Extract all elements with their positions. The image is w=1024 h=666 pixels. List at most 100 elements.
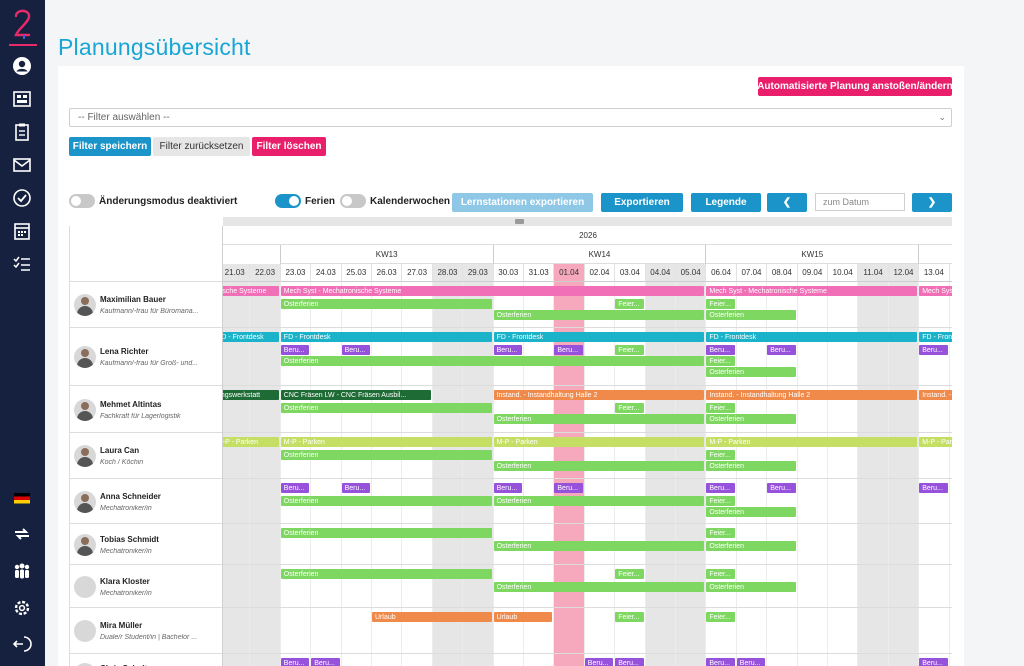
person-row[interactable]: Mehmet Altintas Fachkraft für Lagerlogist…: [70, 386, 222, 433]
plan-bar-beru[interactable]: Beru...: [311, 658, 340, 666]
person-row[interactable]: Tobias Schmidt Mechatroniker/in: [70, 524, 222, 565]
plan-bar-beru[interactable]: Beru...: [584, 658, 614, 666]
plan-bar-park[interactable]: M-P - Parken: [706, 437, 918, 447]
day-column[interactable]: [918, 282, 948, 666]
day-column[interactable]: [310, 282, 340, 666]
dashboard-icon[interactable]: [10, 87, 34, 111]
calendar-icon[interactable]: [10, 219, 34, 243]
plan-bar-beru[interactable]: Beru...: [919, 345, 948, 355]
filter-delete-button[interactable]: Filter löschen: [252, 137, 326, 156]
day-column[interactable]: [705, 282, 735, 666]
plan-bar-feier[interactable]: Feier...: [615, 612, 644, 622]
plan-bar-mech[interactable]: nische Systeme: [213, 286, 279, 296]
plan-bar-mech[interactable]: Mech Syst - Mechatronische Systeme: [280, 286, 705, 296]
plan-bar-urlaub[interactable]: Urlaub: [372, 612, 492, 622]
horizontal-scrollbar[interactable]: [223, 217, 952, 226]
plan-bar-oster[interactable]: Osterferien: [706, 507, 796, 517]
plan-bar-oster[interactable]: Osterferien: [706, 541, 796, 551]
plan-bar-mech[interactable]: Mech Syst: [919, 286, 952, 296]
plan-bar-feier[interactable]: Feier...: [706, 356, 735, 366]
plan-bar-oster[interactable]: Osterferien: [280, 450, 492, 460]
plan-bar-feier[interactable]: Feier...: [706, 403, 735, 413]
plan-bar-beru[interactable]: Beru...: [615, 658, 644, 666]
logout-icon[interactable]: [10, 632, 34, 656]
plan-bar-park[interactable]: M-P - Parken: [213, 437, 279, 447]
plan-bar-inst[interactable]: Instand. - Instandhaltung Halle 2: [493, 390, 705, 400]
plan-bar-beru[interactable]: Beru...: [493, 483, 522, 493]
plan-bar-feier[interactable]: Feier...: [615, 299, 644, 309]
checklist-icon[interactable]: [10, 252, 34, 276]
plan-bar-oster[interactable]: Osterferien: [493, 541, 705, 551]
check-circle-icon[interactable]: [10, 186, 34, 210]
person-row[interactable]: Anna Schneider Mechatroniker/in: [70, 479, 222, 524]
day-column[interactable]: [431, 282, 463, 666]
filter-reset-button[interactable]: Filter zurücksetzen: [153, 137, 250, 156]
person-row[interactable]: Lena Richter Kaufmann/-frau für Groß- und…: [70, 328, 222, 386]
day-column[interactable]: [523, 282, 553, 666]
person-row[interactable]: Chris Schultz: [70, 654, 222, 666]
plan-bar-beru[interactable]: Beru...: [280, 658, 310, 666]
settings-icon[interactable]: [10, 596, 34, 620]
day-column[interactable]: [340, 282, 371, 666]
plan-bar-oster[interactable]: Osterferien: [706, 367, 796, 377]
plan-bar-mech[interactable]: Mech Syst - Mechatronische Systeme: [706, 286, 918, 296]
plan-bar-beru[interactable]: Beru...: [341, 483, 370, 493]
plan-bar-feier[interactable]: Feier...: [706, 612, 735, 622]
plan-bar-beru[interactable]: Beru...: [706, 483, 735, 493]
plan-bar-inst[interactable]: Instand. - Instandhaltung Halle 2: [706, 390, 918, 400]
plan-bar-beru[interactable]: Beru...: [706, 658, 735, 666]
plan-bar-feier[interactable]: Feier...: [615, 403, 644, 413]
prev-button[interactable]: ❮: [767, 193, 807, 212]
filter-select[interactable]: -- Filter auswählen -- ⌄: [69, 108, 952, 127]
plan-bar-oster[interactable]: Osterferien: [706, 461, 796, 471]
plan-bar-park[interactable]: M-P - Parken: [493, 437, 705, 447]
plan-bar-fd[interactable]: FD - Frontdesk: [213, 332, 279, 342]
day-column[interactable]: [948, 282, 952, 666]
day-column[interactable]: [462, 282, 493, 666]
day-column[interactable]: [766, 282, 796, 666]
calendar-weeks-toggle[interactable]: [340, 194, 366, 208]
plan-bar-park[interactable]: M-P - Parken: [280, 437, 492, 447]
plan-bar-oster[interactable]: Osterferien: [280, 356, 705, 366]
plan-bar-cnc[interactable]: CNC Fräsen LW - CNC Fräsen Ausbil...: [280, 390, 431, 400]
day-column[interactable]: [583, 282, 614, 666]
day-column[interactable]: [614, 282, 644, 666]
legend-button[interactable]: Legende: [691, 193, 761, 212]
plan-bar-cnc[interactable]: ungswerkstatt: [213, 390, 279, 400]
plan-bar-inst[interactable]: Instand. -: [919, 390, 952, 400]
plan-bar-beru[interactable]: Beru...: [919, 483, 948, 493]
day-column[interactable]: [644, 282, 675, 666]
plan-bar-fd[interactable]: FD - Front: [919, 332, 952, 342]
plan-bar-feier[interactable]: Feier...: [706, 450, 735, 460]
person-row[interactable]: Mira Müller Duale/r Student/in | Bachelor…: [70, 608, 222, 654]
plan-bar-oster[interactable]: Osterferien: [493, 461, 705, 471]
plan-bar-feier[interactable]: Feier...: [615, 345, 644, 355]
scrollbar-thumb[interactable]: [515, 219, 524, 224]
plan-bar-feier[interactable]: Feier...: [706, 528, 735, 538]
day-column[interactable]: [492, 282, 523, 666]
plan-bar-oster[interactable]: Osterferien: [280, 299, 492, 309]
filter-save-button[interactable]: Filter speichern: [69, 137, 151, 156]
plan-bar-park[interactable]: M-P - Parken: [919, 437, 952, 447]
change-mode-toggle[interactable]: [69, 194, 95, 208]
user-icon[interactable]: [10, 54, 34, 78]
plan-bar-beru[interactable]: Beru...: [919, 658, 948, 666]
plan-bar-beru[interactable]: Beru...: [341, 345, 370, 355]
plan-bar-feier[interactable]: Feier...: [706, 569, 735, 579]
flag-de-icon[interactable]: [10, 486, 34, 510]
plan-bar-oster[interactable]: Osterferien: [493, 582, 705, 592]
plan-bar-oster[interactable]: Osterferien: [280, 496, 492, 506]
day-column[interactable]: [857, 282, 888, 666]
day-column[interactable]: [735, 282, 766, 666]
plan-bar-beru[interactable]: Beru...: [736, 658, 766, 666]
plan-bar-fd[interactable]: FD - Frontdesk: [280, 332, 492, 342]
export-button[interactable]: Exportieren: [601, 193, 683, 212]
export-stations-button[interactable]: Lernstationen exportieren: [452, 193, 593, 212]
plan-bar-feier[interactable]: Feier...: [706, 496, 735, 506]
plan-bar-feier[interactable]: Feier...: [706, 299, 735, 309]
plan-bar-oster[interactable]: Osterferien: [493, 496, 705, 506]
plan-bar-fd[interactable]: FD - Frontdesk: [493, 332, 705, 342]
auto-plan-button[interactable]: Automatisierte Planung anstoßen/ändern: [757, 77, 953, 96]
plan-bar-oster[interactable]: Osterferien: [706, 414, 796, 424]
plan-bar-oster[interactable]: Osterferien: [493, 310, 705, 320]
